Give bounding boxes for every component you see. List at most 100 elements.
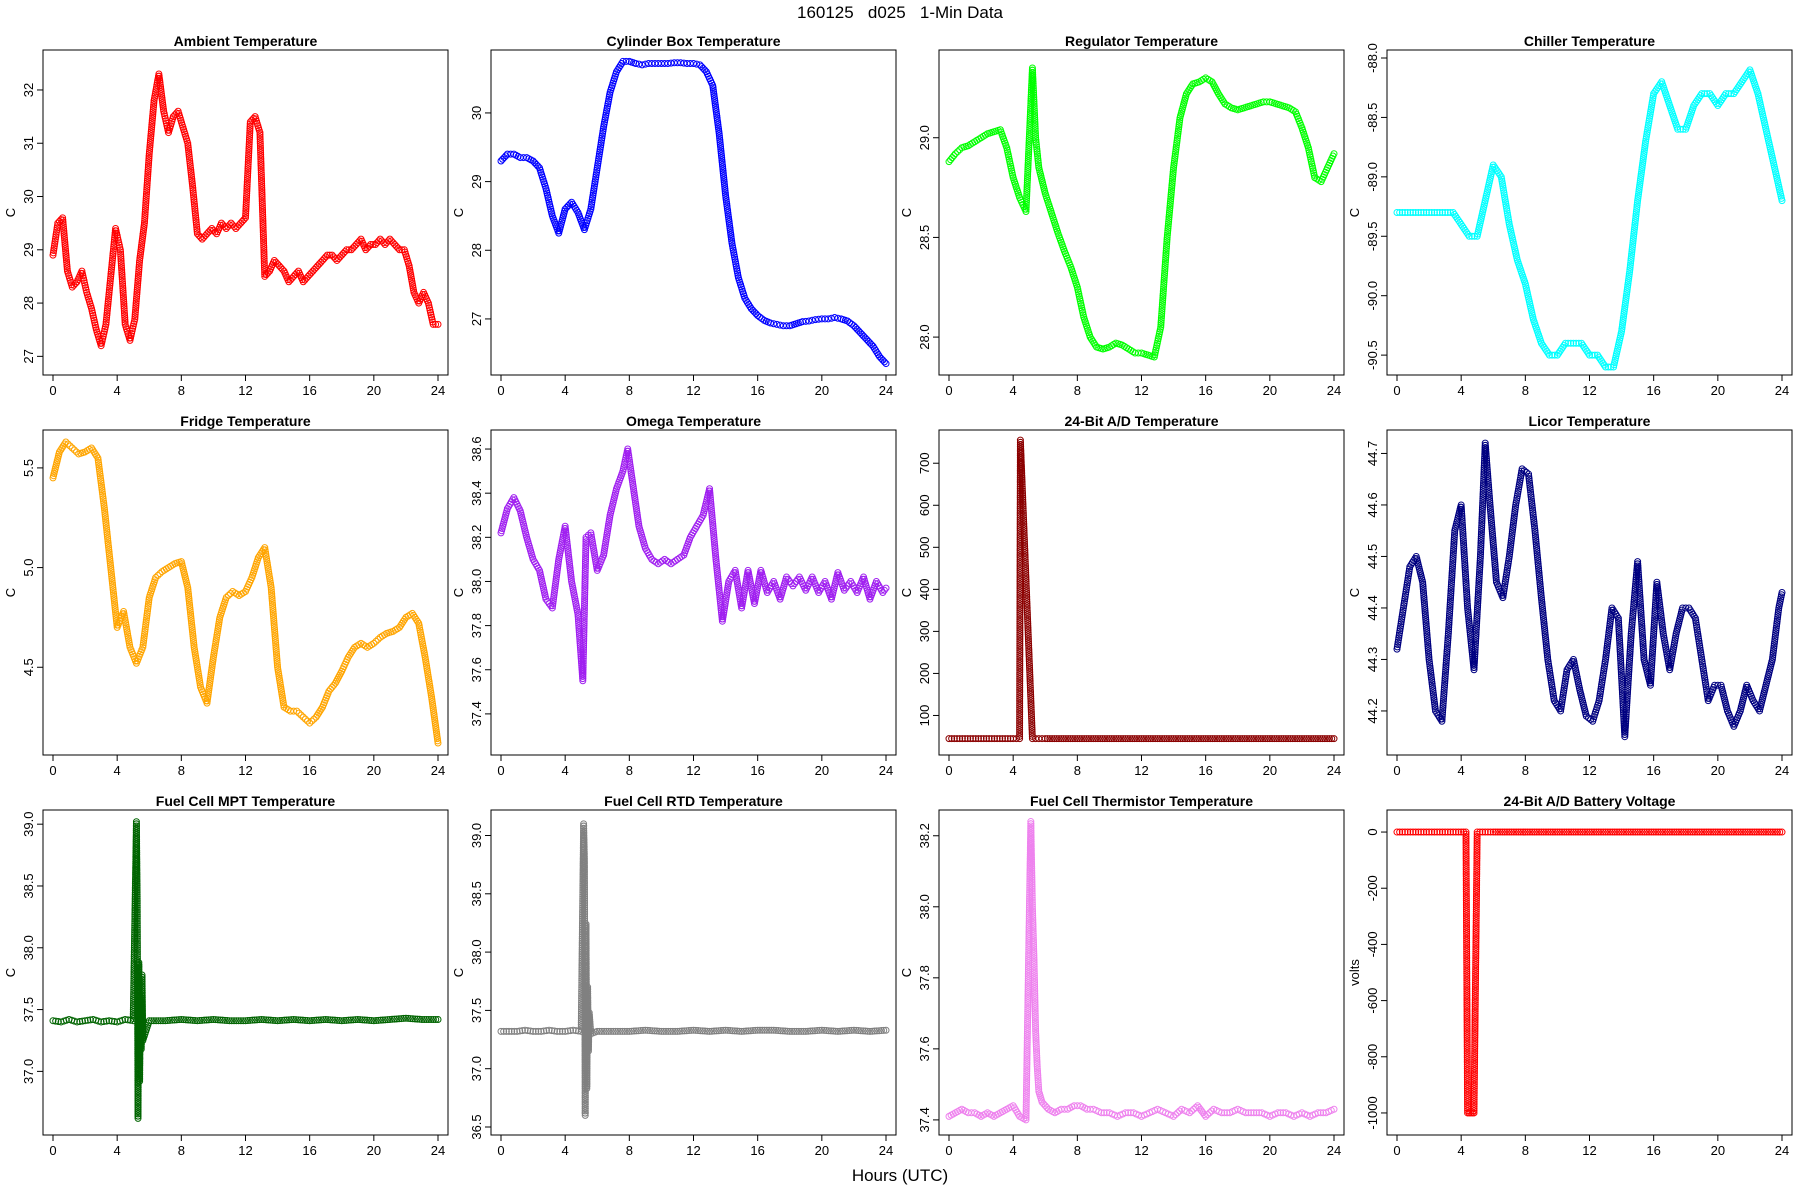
data-point [1159, 289, 1167, 297]
data-point [102, 521, 110, 529]
y-tick-label: 5.5 [21, 459, 36, 477]
data-point [1022, 208, 1030, 216]
data-point [1031, 118, 1039, 126]
data-point [142, 195, 150, 203]
data-point [101, 506, 109, 514]
data-point [198, 235, 206, 243]
data-point [191, 207, 199, 215]
data-point [143, 612, 151, 620]
data-point [716, 136, 724, 144]
data-point [434, 320, 442, 328]
data-point [1627, 257, 1635, 265]
data-point [60, 225, 68, 233]
data-point [716, 134, 724, 142]
data-point [132, 297, 140, 305]
data-point [1631, 217, 1639, 225]
data-point [1160, 276, 1168, 284]
data-point [259, 233, 267, 241]
data-point [720, 176, 728, 184]
data-point [257, 166, 265, 174]
data-point [1174, 132, 1182, 140]
data-point [1627, 255, 1635, 263]
data-point [133, 293, 141, 301]
y-tick-label: 28.5 [917, 225, 932, 250]
data-point [260, 255, 268, 263]
data-point [1626, 263, 1634, 271]
data-point [189, 189, 197, 197]
x-tick-label: 8 [626, 763, 633, 778]
data-point [110, 238, 118, 246]
data-point [107, 568, 115, 576]
data-point [206, 226, 214, 234]
data-point [304, 272, 312, 280]
data-point [131, 315, 139, 323]
data-point [309, 267, 317, 275]
data-point [61, 240, 69, 248]
data-point [1161, 269, 1169, 277]
data-point [106, 284, 114, 292]
data-point [1630, 232, 1638, 240]
panel-title: Cylinder Box Temperature [606, 33, 780, 49]
panel-title: Fridge Temperature [180, 413, 311, 429]
data-point [95, 461, 103, 469]
data-point [1032, 138, 1040, 146]
data-point [244, 156, 252, 164]
data-point [720, 180, 728, 188]
data-point [99, 497, 107, 505]
data-point [193, 225, 201, 233]
data-point [145, 154, 153, 162]
data-point [1401, 209, 1409, 216]
data-point [142, 190, 150, 198]
data-point [1172, 143, 1180, 151]
data-point [141, 210, 149, 218]
data-point [1023, 177, 1031, 185]
data-point [1159, 296, 1167, 304]
data-point [1600, 361, 1608, 369]
data-point [338, 251, 346, 259]
data-point [242, 205, 250, 213]
data-point [1025, 141, 1033, 149]
data-point [1166, 206, 1174, 214]
data-point [105, 293, 113, 301]
data-point [246, 122, 254, 130]
data-point [1168, 177, 1176, 185]
data-point [1588, 351, 1596, 359]
data-point [1162, 245, 1170, 253]
data-point [51, 237, 59, 245]
data-point [184, 144, 192, 152]
data-point [257, 173, 265, 181]
data-point [1026, 117, 1034, 125]
data-point [259, 219, 267, 227]
data-point [141, 215, 149, 223]
data-point [102, 524, 110, 532]
data-point [1035, 161, 1043, 169]
data-point [189, 184, 197, 192]
data-point [1544, 349, 1552, 357]
data-point [108, 577, 116, 585]
data-point [52, 228, 60, 236]
data-point [1029, 66, 1037, 74]
data-point [258, 191, 266, 199]
data-point [1572, 339, 1580, 347]
data-point [719, 165, 727, 173]
x-tick-label: 8 [178, 763, 185, 778]
x-axis: 0 4 8 12 16 20 24 [497, 755, 893, 778]
data-point [1165, 211, 1173, 219]
data-point [142, 201, 150, 209]
data-point [312, 264, 320, 272]
data-point [260, 257, 268, 265]
data-point [1165, 218, 1173, 226]
data-point [319, 256, 326, 264]
x-tick-label: 0 [497, 383, 504, 398]
x-tick-label: 8 [1074, 763, 1081, 778]
data-point [117, 259, 125, 267]
data-point [186, 608, 194, 616]
data-point [1162, 254, 1170, 262]
data-point [1438, 209, 1446, 216]
data-point [1632, 210, 1640, 218]
data-point [1160, 283, 1168, 291]
data-point [109, 254, 117, 262]
y-tick-label: -88.5 [1365, 103, 1380, 133]
